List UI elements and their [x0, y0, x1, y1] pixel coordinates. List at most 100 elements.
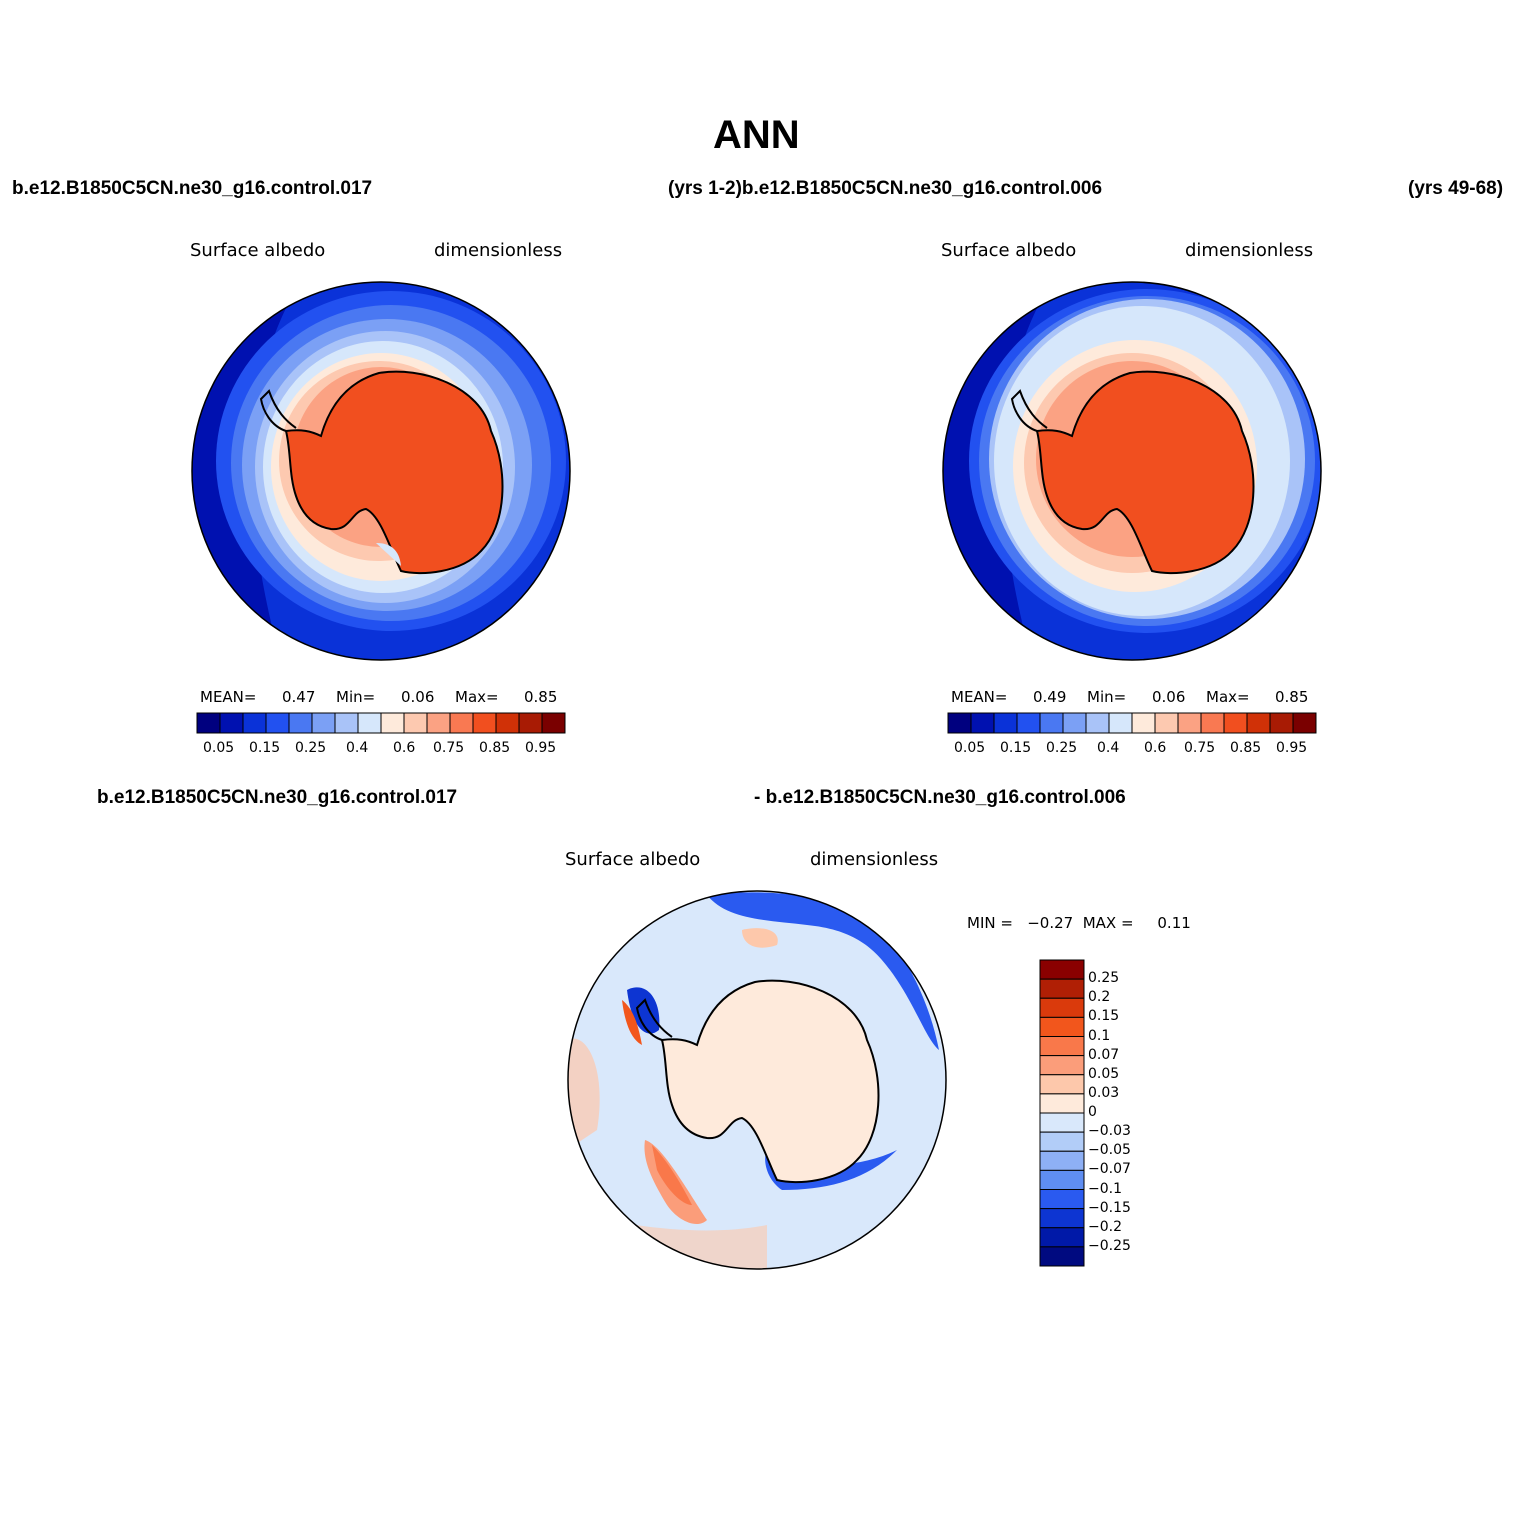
panel2-tick-1: 0.15: [1000, 740, 1032, 756]
panel2-tick-5: 0.75: [1184, 740, 1216, 756]
diff-variable: Surface albedo: [565, 849, 701, 870]
panel2-colorbar-swatch: [1062, 712, 1087, 734]
panel1-polar-map: [191, 281, 571, 661]
panel2-tick-0: 0.05: [954, 740, 986, 756]
panel2-variable: Surface albedo: [941, 240, 1077, 261]
panel1-min-label: Min=: [336, 688, 376, 706]
panel1-colorbar-swatch: [334, 712, 359, 734]
panel2-max-value: 0.85: [1275, 688, 1309, 706]
panel1-colorbar-swatch: [541, 712, 566, 734]
panel2-mean-label: MEAN=: [951, 688, 1008, 706]
diff-colorbar-tick: 0.05: [1088, 1065, 1120, 1082]
panel2-tick-6: 0.85: [1230, 740, 1262, 756]
diff-colorbar-tick: −0.07: [1088, 1161, 1131, 1178]
panel1-colorbar-swatch: [518, 712, 543, 734]
diff-colorbar-swatch: [1039, 959, 1085, 980]
diff-colorbar-tick: 0.25: [1088, 970, 1120, 987]
diff-colorbar-tick: 0.2: [1088, 989, 1111, 1006]
diff-colorbar-swatch: [1039, 1112, 1085, 1133]
panel1-max-label: Max=: [455, 688, 499, 706]
panel1-tick-5: 0.75: [433, 740, 465, 756]
panel2-min-label: Min=: [1087, 688, 1127, 706]
panel1-tick-3: 0.4: [346, 740, 369, 756]
diff-colorbar-swatch: [1039, 997, 1085, 1018]
diff-case-middle: - b.e12.B1850C5CN.ne30_g16.control.006: [754, 787, 1126, 808]
panel2-colorbar-swatch: [1085, 712, 1110, 734]
panel1-tick-2: 0.25: [295, 740, 327, 756]
panel1-tick-7: 0.95: [525, 740, 557, 756]
panel2-tick-7: 0.95: [1276, 740, 1308, 756]
panel2-polar-map: [942, 281, 1322, 661]
diff-colorbar-swatch: [1039, 1246, 1085, 1267]
panel2-colorbar-swatch: [947, 712, 972, 734]
diff-colorbar-swatch: [1039, 1150, 1085, 1171]
panel1-variable: Surface albedo: [190, 240, 326, 261]
diff-case-left: b.e12.B1850C5CN.ne30_g16.control.017: [97, 787, 458, 808]
diff-colorbar-swatch: [1039, 1208, 1085, 1229]
panel1-colorbar-swatch: [196, 712, 221, 734]
diff-colorbar-swatch: [1039, 1036, 1085, 1057]
panel2-colorbar-swatch: [1039, 712, 1064, 734]
panel1-max-value: 0.85: [524, 688, 558, 706]
panel2-min-value: 0.06: [1152, 688, 1186, 706]
panel1-colorbar-swatch: [472, 712, 497, 734]
panel2-colorbar-swatch: [1200, 712, 1225, 734]
diff-colorbar-tick: −0.05: [1088, 1142, 1131, 1159]
panel2-max-label: Max=: [1206, 688, 1250, 706]
panel1-colorbar-swatch: [265, 712, 290, 734]
panel1-units: dimensionless: [434, 240, 563, 261]
panel2-colorbar-swatch: [1223, 712, 1248, 734]
panel1-colorbar-swatch: [219, 712, 244, 734]
panel2-colorbar-swatch: [1292, 712, 1317, 734]
case-name-middle: (yrs 1-2)b.e12.B1850C5CN.ne30_g16.contro…: [668, 178, 1103, 199]
panel1-tick-6: 0.85: [479, 740, 511, 756]
panel1-min-value: 0.06: [401, 688, 435, 706]
page-title: ANN: [713, 113, 800, 157]
panel2-colorbar-swatch: [1177, 712, 1202, 734]
diff-colorbar-swatch: [1039, 1074, 1085, 1095]
panel2-colorbar-swatch: [1154, 712, 1179, 734]
diff-colorbar-tick: −0.03: [1088, 1123, 1131, 1140]
panel1-tick-4: 0.6: [393, 740, 416, 756]
panel2-tick-3: 0.4: [1097, 740, 1120, 756]
panel1-tick-1: 0.15: [249, 740, 281, 756]
panel2-units: dimensionless: [1185, 240, 1314, 261]
panel2-tick-4: 0.6: [1144, 740, 1167, 756]
panel2-colorbar: [947, 712, 1317, 734]
panel1-colorbar-swatch: [288, 712, 313, 734]
diff-colorbar-swatch: [1039, 1169, 1085, 1190]
diff-colorbar-tick: −0.25: [1088, 1237, 1131, 1254]
panel2-mean-value: 0.49: [1033, 688, 1067, 706]
case-name-left: b.e12.B1850C5CN.ne30_g16.control.017: [12, 178, 373, 199]
panel1-tick-0: 0.05: [203, 740, 235, 756]
diff-colorbar-tick: −0.1: [1088, 1180, 1122, 1197]
panel1-colorbar-swatch: [242, 712, 267, 734]
panel2-colorbar-swatch: [1016, 712, 1041, 734]
diff-colorbar-swatch: [1039, 1055, 1085, 1076]
panel1-colorbar-swatch: [495, 712, 520, 734]
diff-colorbar-tick: −0.2: [1088, 1218, 1122, 1235]
diff-colorbar-tick: −0.15: [1088, 1199, 1131, 1216]
diff-polar-map: [567, 890, 947, 1270]
panel2-colorbar-swatch: [993, 712, 1018, 734]
diff-colorbar-swatch: [1039, 1227, 1085, 1248]
panel1-colorbar-swatch: [449, 712, 474, 734]
panel2-colorbar-swatch: [1108, 712, 1133, 734]
diff-minmax: MIN = −0.27 MAX = 0.11: [967, 914, 1191, 932]
panel1-colorbar-swatch: [380, 712, 405, 734]
diff-colorbar-tick: 0.15: [1088, 1008, 1120, 1025]
panel2-colorbar-swatch: [970, 712, 995, 734]
diff-colorbar-swatch: [1039, 1131, 1085, 1152]
panel1-colorbar: [196, 712, 566, 734]
diff-colorbar-tick: 0.07: [1088, 1046, 1120, 1063]
diff-units: dimensionless: [810, 849, 939, 870]
case-name-right: (yrs 49-68): [1408, 178, 1504, 199]
diff-colorbar-tick: 0.03: [1088, 1084, 1120, 1101]
diff-colorbar-tick: 0: [1088, 1104, 1097, 1120]
panel1-colorbar-swatch: [426, 712, 451, 734]
panel1-colorbar-swatch: [311, 712, 336, 734]
panel2-colorbar-swatch: [1269, 712, 1294, 734]
panel2-colorbar-swatch: [1131, 712, 1156, 734]
panel1-mean-label: MEAN=: [200, 688, 257, 706]
diff-colorbar-swatch: [1039, 1093, 1085, 1114]
